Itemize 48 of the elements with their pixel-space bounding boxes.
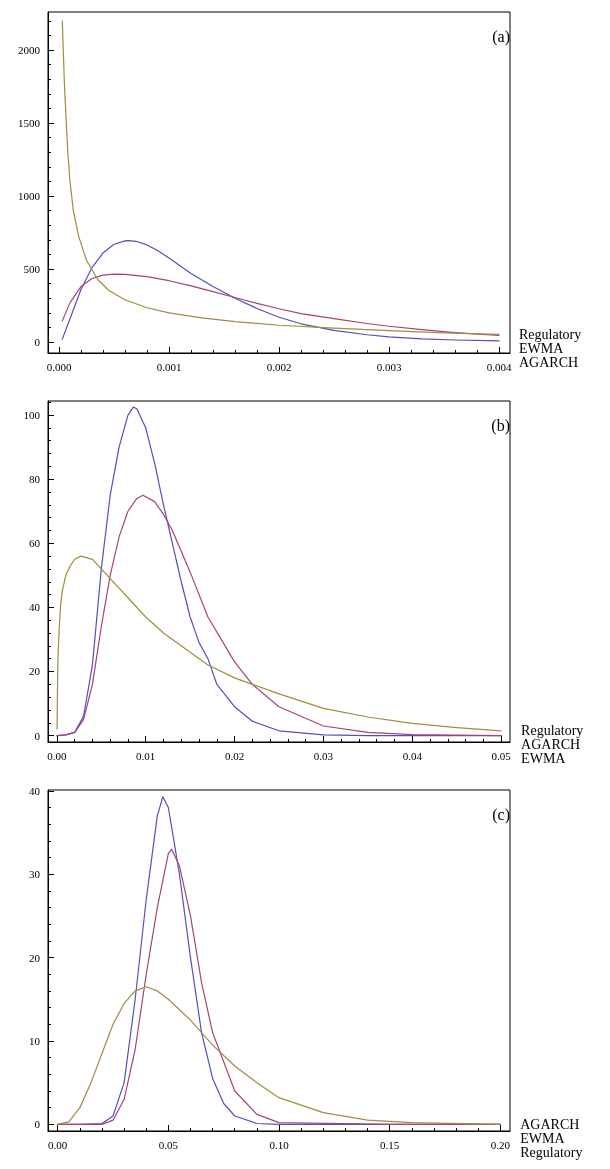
y-tick-label: 500: [23, 263, 41, 276]
x-tick-label: 0.00: [48, 1138, 68, 1151]
x-tick-label: 0.10: [269, 1138, 290, 1151]
line-series: [56, 555, 502, 732]
y-tick-label: 40: [29, 601, 41, 614]
y-tick-label: 0: [34, 1118, 41, 1131]
y-tick-label: 60: [29, 537, 41, 550]
series-label: EWMA: [521, 751, 567, 767]
y-tick-label: 30: [29, 868, 41, 881]
y-tick-label: 10: [29, 1034, 41, 1047]
x-tick-label: 0.05: [158, 1138, 179, 1151]
series-label: AGARCH: [521, 737, 581, 753]
x-tick-label: 0.02: [224, 749, 245, 762]
line-series: [61, 273, 500, 337]
x-tick-label: 0.00: [47, 749, 68, 762]
line-series: [56, 494, 502, 737]
line-series: [61, 239, 500, 342]
annotation: (c): [492, 805, 511, 824]
series-label: AGARCH: [519, 354, 579, 370]
y-tick-label: 1500: [18, 116, 41, 129]
series-label: Regulatory: [521, 723, 584, 739]
x-tick-label: 0.000: [46, 360, 72, 373]
x-tick-label: 0.05: [491, 749, 512, 762]
y-tick-label: 80: [29, 473, 41, 486]
annotation: (a): [492, 27, 511, 46]
x-tick-label: 0.04: [402, 749, 423, 762]
y-tick-label: 20: [29, 951, 41, 964]
series-label: Regulatory: [519, 326, 582, 342]
y-tick-label: 1000: [18, 190, 41, 203]
x-tick-label: 0.01: [136, 749, 156, 762]
y-tick-label: 100: [23, 409, 41, 422]
y-tick-label: 2000: [18, 43, 41, 56]
x-tick-label: 0.001: [156, 360, 182, 373]
line-series: [57, 986, 501, 1125]
y-tick-label: 20: [29, 665, 41, 678]
annotation: (b): [491, 416, 510, 435]
y-tick-label: 40: [29, 784, 41, 797]
x-tick-label: 0.20: [490, 1138, 511, 1151]
series-label: AGARCH: [520, 1116, 580, 1132]
y-tick-label: 0: [34, 729, 41, 742]
x-tick-label: 0.002: [266, 360, 292, 373]
text: Regulatory: [520, 1144, 583, 1160]
x-tick-label: 0.004: [486, 360, 512, 373]
y-tick-label: 0: [34, 336, 41, 349]
x-tick-label: 0.15: [380, 1138, 400, 1151]
x-tick-label: 0.03: [313, 749, 334, 762]
x-tick-label: 0.003: [376, 360, 402, 373]
series-label: EWMA: [520, 1130, 566, 1146]
